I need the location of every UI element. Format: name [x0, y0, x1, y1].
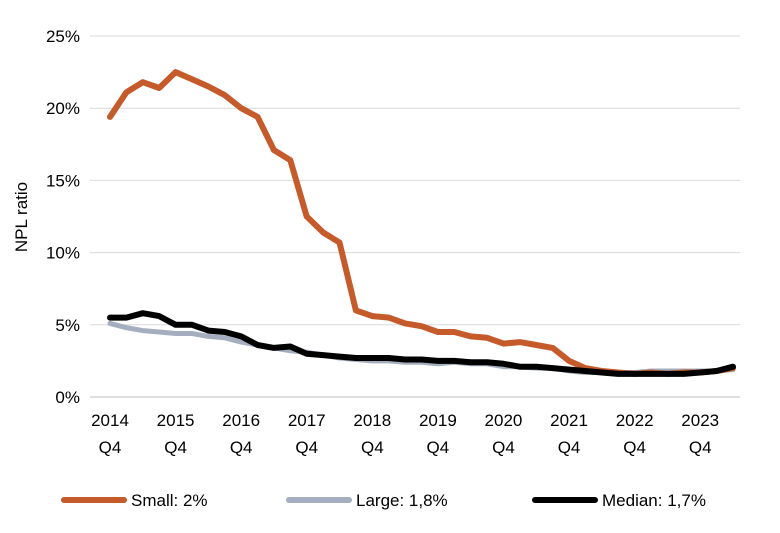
y-axis-label: NPL ratio	[12, 182, 31, 252]
y-tick-label: 20%	[46, 99, 80, 118]
x-tick-label-quarter: Q4	[361, 438, 384, 457]
x-tick-label-year: 2016	[222, 411, 260, 430]
y-tick-label: 10%	[46, 244, 80, 263]
x-tick-label-year: 2021	[550, 411, 588, 430]
y-tick-label: 25%	[46, 27, 80, 46]
y-tick-label: 15%	[46, 171, 80, 190]
gridlines	[90, 35, 740, 326]
x-tick-label-year: 2022	[616, 411, 654, 430]
legend-label-median: Median: 1,7%	[602, 491, 706, 510]
x-tick-label-year: 2020	[485, 411, 523, 430]
x-tick-label-quarter: Q4	[558, 438, 581, 457]
x-tick-label-year: 2015	[157, 411, 195, 430]
x-tick-label-quarter: Q4	[295, 438, 318, 457]
x-tick-label-quarter: Q4	[492, 438, 515, 457]
x-tick-label-quarter: Q4	[99, 438, 122, 457]
legend-label-small: Small: 2%	[131, 491, 208, 510]
y-tick-label: 5%	[55, 316, 80, 335]
x-tick-label-year: 2023	[681, 411, 719, 430]
x-tick-label-quarter: Q4	[689, 438, 712, 457]
x-tick-label-quarter: Q4	[230, 438, 253, 457]
series-lines	[107, 69, 736, 377]
y-axis-tick-labels: 0% 5% 10% 15% 20% 25%	[46, 27, 80, 407]
y-tick-label: 0%	[55, 388, 80, 407]
x-tick-label-year: 2019	[419, 411, 457, 430]
x-tick-label-year: 2014	[91, 411, 129, 430]
x-tick-label-quarter: Q4	[164, 438, 187, 457]
x-tick-label-quarter: Q4	[427, 438, 450, 457]
series-line-median	[107, 310, 736, 377]
x-tick-label-year: 2017	[288, 411, 326, 430]
legend-label-large: Large: 1,8%	[356, 491, 448, 510]
legend: Small: 2% Large: 1,8% Median: 1,7%	[61, 491, 706, 510]
x-tick-label-year: 2018	[353, 411, 391, 430]
x-axis-tick-labels: 2014 Q4 2015 Q4 2016 Q4 2017 Q4 2018 Q4 2019 Q4 2020…	[91, 411, 719, 457]
x-tick-label-quarter: Q4	[623, 438, 646, 457]
